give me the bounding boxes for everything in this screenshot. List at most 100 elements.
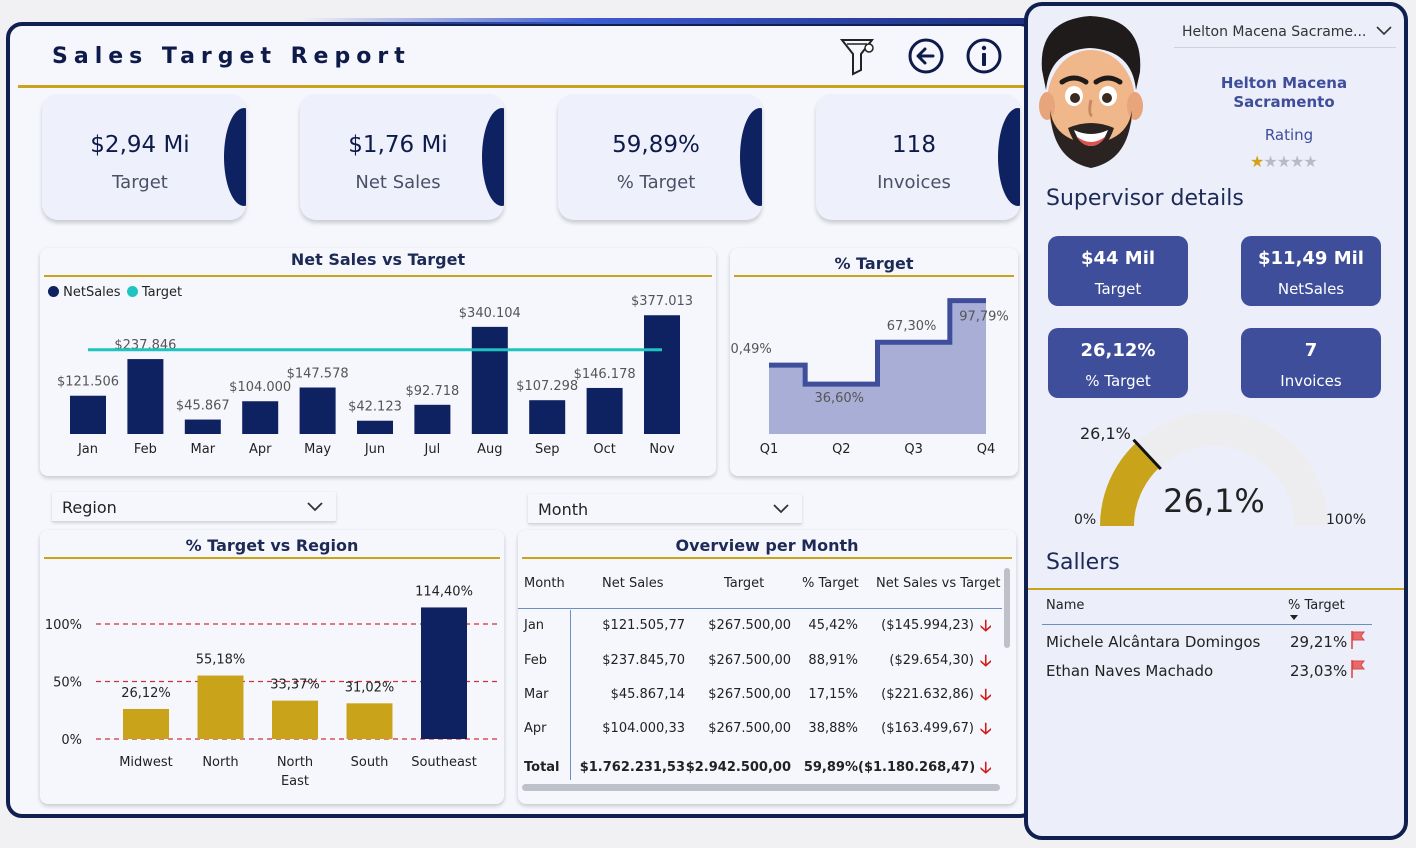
flag-icon	[1350, 659, 1366, 683]
x-tick-label: North	[202, 755, 238, 770]
bar-netsales	[357, 420, 393, 434]
table-total-row: Total $1.762.231,53 $2.942.500,00 59,89%…	[518, 758, 1002, 794]
sup-card-pct-target: 26,12% % Target	[1048, 328, 1188, 398]
sort-desc-icon	[1290, 615, 1298, 620]
pct-target-chart: 50,49% Q1 36,60% Q2 67,30% Q3 97,79% Q4	[730, 298, 1009, 457]
bar-data-label: $147.578	[287, 367, 349, 382]
bar-region	[272, 700, 318, 739]
cell-diff: ($145.994,23)	[881, 618, 974, 633]
step-line	[769, 298, 986, 387]
chevron-down-icon	[306, 498, 324, 517]
supervisor-selector[interactable]: Helton Macena Sacrame...	[1174, 18, 1396, 48]
filter-icon[interactable]	[838, 36, 878, 76]
seller-pct: 23,03%	[1290, 662, 1348, 680]
point-data-label: 97,79%	[959, 310, 1009, 325]
bar-data-label: $377.013	[631, 294, 693, 309]
avatar	[1032, 10, 1150, 176]
bar-netsales	[529, 400, 566, 434]
pct-target-panel: % Target 50,49% Q1 36,60% Q2 67,30% Q3 97,79% Q…	[730, 248, 1018, 476]
x-tick-label: East	[281, 774, 309, 789]
gauge-marker-label: 26,1%	[1080, 424, 1131, 443]
kpi-card-pct-target: 59,89% % Target	[558, 94, 762, 220]
cell-pct: 88,91%	[808, 653, 858, 668]
x-tick-label: Nov	[649, 442, 675, 457]
x-tick-label: Q2	[832, 442, 851, 457]
seller-pct: 29,21%	[1290, 633, 1348, 651]
column-header[interactable]: % Target	[802, 576, 859, 591]
info-icon[interactable]	[964, 36, 1004, 76]
cell-net-sales: $45.867,14	[610, 687, 685, 702]
selector-value: Helton Macena Sacrame...	[1182, 24, 1367, 40]
gauge-marker	[1132, 438, 1162, 470]
seller-col-name[interactable]: Name	[1046, 598, 1085, 613]
star-icon: ★	[1263, 152, 1277, 171]
section-title: Supervisor details	[1046, 186, 1244, 211]
card-notch	[482, 108, 504, 206]
legend-dot-netsales	[48, 286, 59, 297]
x-tick-label: Jul	[424, 442, 441, 457]
name-line-1: Helton Macena	[1220, 74, 1348, 92]
horizontal-scrollbar[interactable]	[522, 784, 1000, 791]
star-icon: ★	[1250, 152, 1264, 171]
bar-data-label: $42.123	[348, 400, 402, 415]
cell-target: $267.500,00	[708, 687, 791, 702]
dropdown-value: Region	[62, 498, 117, 517]
month-dropdown[interactable]: Month	[528, 494, 802, 524]
x-tick-label: South	[351, 755, 389, 770]
bar-netsales	[586, 387, 623, 434]
kpi-label: Invoices	[877, 172, 951, 193]
region-dropdown[interactable]: Region	[52, 492, 336, 522]
y-tick-label: 100%	[45, 618, 82, 633]
x-tick-label: Q4	[977, 442, 996, 457]
bar-region	[421, 607, 467, 739]
card-value: 26,12%	[1080, 340, 1156, 361]
cell-month: Apr	[524, 721, 547, 736]
bar-region	[123, 708, 169, 739]
bar-data-label: $104.000	[229, 380, 291, 395]
point-data-label: 36,60%	[814, 391, 864, 406]
legend-dot-target	[126, 286, 138, 297]
arrow-down-icon: 🡣	[980, 685, 992, 704]
card-label: % Target	[1085, 372, 1151, 390]
chart-legend: NetSales Target	[48, 285, 182, 300]
cell-net-sales: $121.505,77	[602, 618, 685, 633]
vertical-scrollbar[interactable]	[1004, 568, 1010, 648]
back-arrow-icon[interactable]	[906, 36, 946, 76]
bar-data-label: $340.104	[459, 306, 521, 321]
cell-diff: ($1.180.268,47)	[858, 760, 976, 775]
gauge-value: 26,1%	[1163, 482, 1265, 520]
bar-netsales	[414, 404, 451, 434]
card-notch	[998, 108, 1020, 206]
table-row: Feb $237.845,70 $267.500,00 88,91% ($29.…	[518, 651, 1002, 687]
card-notch	[740, 108, 762, 206]
seller-col-pct[interactable]: % Target	[1288, 598, 1345, 613]
rating-stars: ★★★★★	[1250, 152, 1318, 171]
x-tick-label: Mar	[191, 442, 216, 457]
kpi-label: Target	[112, 172, 168, 193]
x-tick-label: Midwest	[119, 755, 173, 770]
sellers-divider	[1028, 588, 1404, 590]
x-tick-label: Oct	[593, 442, 615, 457]
bar-netsales	[242, 401, 279, 434]
panel-title: Overview per Month	[675, 536, 859, 555]
bar-netsales	[184, 419, 221, 434]
column-header[interactable]: Net Sales	[602, 576, 664, 591]
gauge-max-label: 100%	[1326, 512, 1367, 528]
cell-diff: ($29.654,30)	[889, 653, 974, 668]
bar-data-label: $107.298	[516, 379, 578, 394]
column-header[interactable]: Net Sales vs Target	[876, 576, 1001, 591]
star-icon: ★	[1276, 152, 1291, 171]
column-header[interactable]: Month	[524, 576, 565, 591]
kpi-card-target: $2,94 Mi Target	[42, 94, 246, 220]
panel-divider	[44, 275, 712, 277]
sup-card-invoices: 7 Invoices	[1241, 328, 1381, 398]
column-header[interactable]: Target	[724, 576, 765, 591]
bar-netsales	[644, 315, 680, 434]
bar-netsales	[127, 359, 164, 434]
x-tick-label: May	[304, 442, 331, 457]
arrow-down-icon: 🡣	[980, 616, 992, 635]
bar-data-label: $121.506	[57, 375, 119, 390]
legend-label: Target	[141, 285, 183, 300]
star-icon: ★	[1303, 152, 1317, 171]
